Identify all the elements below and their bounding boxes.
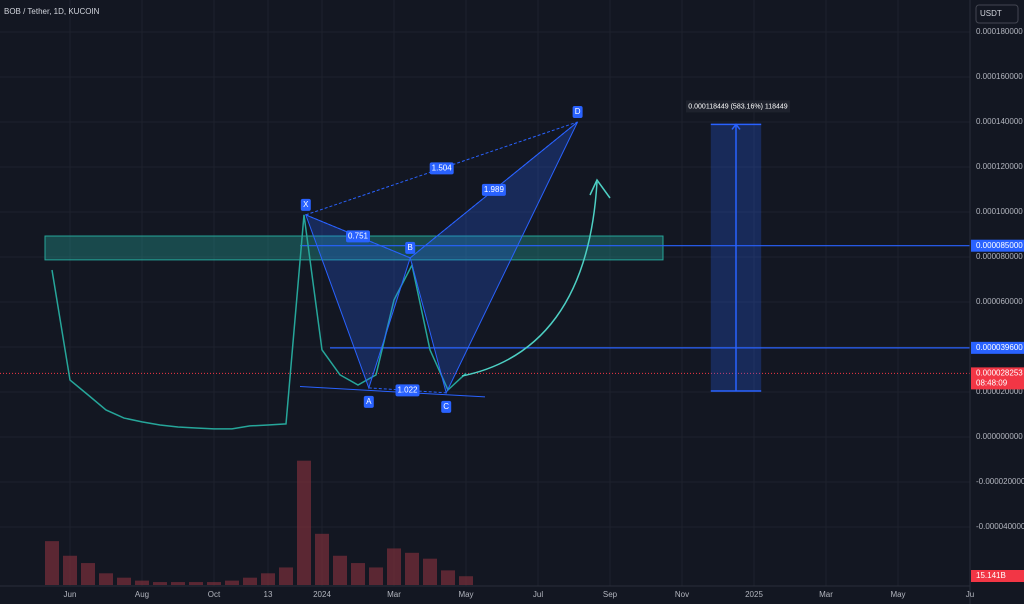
y-tick-label: 0.000140000 <box>976 117 1023 126</box>
measure-arrow-head <box>731 123 741 130</box>
volume-bar <box>423 558 437 585</box>
countdown: 08:48:09 <box>976 378 1008 387</box>
price-line <box>51 214 467 430</box>
x-tick-label: Ju <box>966 590 974 599</box>
currency[interactable]: USDT <box>980 9 1002 18</box>
ratio-label: 1.504 <box>432 164 453 173</box>
volume-bar <box>243 577 257 585</box>
x-tick-label: Aug <box>135 590 149 599</box>
volume-bar <box>207 582 221 585</box>
volume-bar <box>189 582 203 585</box>
currency-button[interactable] <box>975 4 1019 24</box>
x-tick-label: Oct <box>208 590 221 599</box>
volume-bar <box>261 573 275 585</box>
volume-bar <box>81 563 95 585</box>
volume-bar <box>279 567 293 585</box>
volume-bar <box>333 555 347 585</box>
volume-bar <box>63 555 77 585</box>
point-label: D <box>575 107 581 116</box>
y-tick-label: 0.000000000 <box>976 432 1023 441</box>
y-tick-label: 0.000120000 <box>976 162 1023 171</box>
level-tag <box>971 341 1024 354</box>
y-tick-label: 0.000180000 <box>976 27 1023 36</box>
point-label: C <box>443 402 449 411</box>
ratio-label: 1.989 <box>484 185 505 194</box>
volume-bar <box>171 582 185 585</box>
chart-title: BOB / Tether, 1D, KUCOIN <box>4 7 100 16</box>
volume-bar <box>153 582 167 585</box>
ratio-label: 0.751 <box>348 231 369 240</box>
volume-bar <box>369 567 383 585</box>
x-tick-label: May <box>890 590 905 599</box>
x-tick-label: Mar <box>387 590 401 599</box>
x-tick-label: 2024 <box>313 590 331 599</box>
pattern-line <box>368 387 447 394</box>
point-tag <box>572 105 583 118</box>
volume-bar <box>387 548 401 585</box>
volume-bar <box>117 577 131 585</box>
measure-label: 0.000118449 (583.16%) 118449 <box>688 103 787 110</box>
ratio-tag <box>395 384 420 397</box>
projection-arrow <box>461 181 598 377</box>
projection-arrow-head <box>589 178 611 199</box>
y-tick-label: 0.000080000 <box>976 252 1023 261</box>
volume-bar <box>459 576 473 585</box>
volume-tag <box>971 570 1024 582</box>
volume-bar <box>45 541 59 585</box>
y-tick-label: -0.000020000 <box>976 477 1024 486</box>
point-label: B <box>408 243 413 252</box>
ratio-tag <box>346 230 370 243</box>
x-tick-label: May <box>458 590 473 599</box>
x-tick-label: Mar <box>819 590 833 599</box>
point-label: A <box>366 397 372 406</box>
y-tick-label: 0.000100000 <box>976 207 1023 216</box>
x-tick-label: Jul <box>533 590 543 599</box>
point-label: X <box>303 200 309 209</box>
grid <box>0 0 971 586</box>
volume-bar <box>441 570 455 585</box>
volume-bar <box>135 580 149 585</box>
price-axis <box>970 0 1024 604</box>
point-tag <box>363 395 374 408</box>
x-tick-label: 2025 <box>745 590 763 599</box>
volume-bar <box>297 460 311 585</box>
price-label: 0.000028253 <box>976 368 1023 377</box>
x-tick-label: Jun <box>64 590 77 599</box>
trend-line <box>299 386 486 398</box>
x-tick-label: 13 <box>264 590 273 599</box>
level-label: 0.000039600 <box>976 343 1023 352</box>
volume-label: 15.141B <box>976 571 1006 580</box>
pattern-line <box>305 121 578 216</box>
axis-labels: 0.000180000 0.000160000 0.000140000 0.00012… <box>64 27 1024 599</box>
ratio-label: 1.022 <box>397 385 418 394</box>
volume-bar <box>405 552 419 585</box>
price-tag <box>971 367 1024 390</box>
volume-bar <box>315 533 329 585</box>
point-tag <box>405 241 416 254</box>
x-tick-label: Nov <box>675 590 689 599</box>
level-tag <box>971 239 1024 252</box>
volume-bar <box>351 563 365 585</box>
y-tick-label: 0.000060000 <box>976 297 1023 306</box>
ratio-tag <box>481 183 506 196</box>
volume-bar <box>225 580 239 585</box>
x-tick-label: Sep <box>603 590 618 599</box>
level-label: 0.000085000 <box>976 241 1023 250</box>
plot: 0.000118449 (583.16%) 118449 X A B C D 0.751 1.… <box>0 100 970 585</box>
point-tag <box>300 198 311 211</box>
ratio-tag <box>429 162 454 175</box>
y-tick-label: 0.000020000 <box>976 387 1023 396</box>
volume-bar <box>99 573 113 585</box>
measure-label-box <box>686 100 790 113</box>
point-tag <box>441 400 452 413</box>
y-tick-label: -0.000040000 <box>976 522 1024 531</box>
y-tick-label: 0.000160000 <box>976 72 1023 81</box>
